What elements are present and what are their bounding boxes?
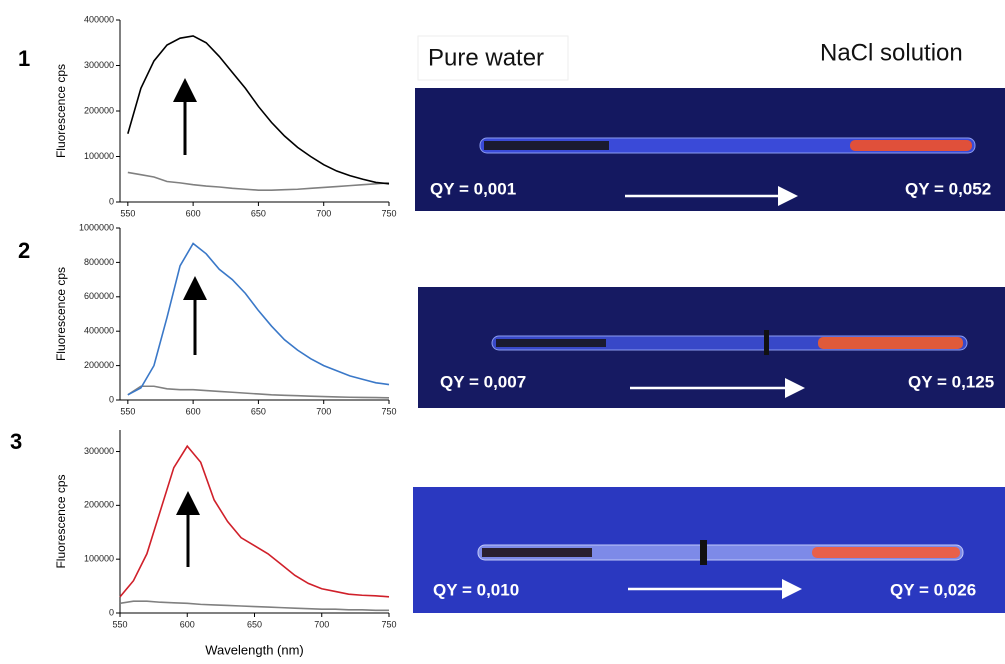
y-tick-label: 100000	[84, 554, 114, 564]
x-tick-label: 650	[247, 619, 262, 629]
y-tick-label: 100000	[84, 151, 114, 161]
line-series	[127, 35, 390, 185]
header-right: NaCl solution	[820, 39, 963, 66]
line-series	[119, 444, 390, 598]
x-tick-label: 550	[112, 619, 127, 629]
line-series	[127, 242, 390, 396]
qy-right: QY = 0,026	[890, 580, 976, 599]
panel-number: 1	[18, 46, 30, 71]
line-series	[127, 171, 390, 191]
x-tick-label: 750	[381, 208, 396, 218]
x-tick-label: 600	[180, 619, 195, 629]
y-axis-label: Fluorescence cps	[54, 474, 68, 568]
photo: QY = 0,001 QY = 0,052	[415, 88, 1005, 211]
y-tick-label: 1000000	[79, 222, 114, 232]
header-left: Pure water	[428, 44, 544, 71]
x-tick-label: 600	[186, 406, 201, 416]
label-box	[417, 35, 569, 81]
x-tick-label: 700	[314, 619, 329, 629]
qy-right: QY = 0,125	[908, 372, 994, 391]
photo: QY = 0,007 QY = 0,125	[418, 287, 1005, 408]
qy-right: QY = 0,052	[905, 179, 991, 198]
x-tick-label: 650	[251, 406, 266, 416]
line-series	[119, 600, 389, 612]
qy-left: QY = 0,007	[440, 372, 526, 391]
panel-number: 2	[18, 238, 30, 263]
x-tick-label: 600	[186, 208, 201, 218]
qy-left: QY = 0,001	[430, 179, 516, 198]
x-axis-label: Wavelength (nm)	[205, 642, 304, 657]
x-tick-label: 550	[120, 208, 135, 218]
panel-number: 3	[10, 429, 22, 454]
x-tick-label: 700	[316, 406, 331, 416]
y-tick-label: 400000	[84, 14, 114, 24]
y-axis-label: Fluorescence cps	[54, 64, 68, 158]
photo: QY = 0,010 QY = 0,026	[413, 487, 1005, 613]
x-tick-label: 750	[381, 619, 396, 629]
y-axis-label: Fluorescence cps	[54, 267, 68, 361]
x-tick-label: 550	[120, 406, 135, 416]
y-tick-label: 300000	[84, 446, 114, 456]
y-tick-label: 200000	[84, 360, 114, 370]
y-tick-label: 800000	[84, 257, 114, 267]
x-tick-label: 650	[251, 208, 266, 218]
qy-left: QY = 0,010	[433, 580, 519, 599]
y-tick-label: 300000	[84, 60, 114, 70]
y-tick-label: 400000	[84, 326, 114, 336]
y-tick-label: 0	[109, 196, 114, 206]
y-tick-label: 0	[109, 394, 114, 404]
y-tick-label: 200000	[84, 500, 114, 510]
x-tick-label: 700	[316, 208, 331, 218]
line-series	[127, 385, 390, 399]
y-tick-label: 200000	[84, 105, 114, 115]
y-tick-label: 600000	[84, 291, 114, 301]
x-tick-label: 750	[381, 406, 396, 416]
y-tick-label: 0	[109, 607, 114, 617]
